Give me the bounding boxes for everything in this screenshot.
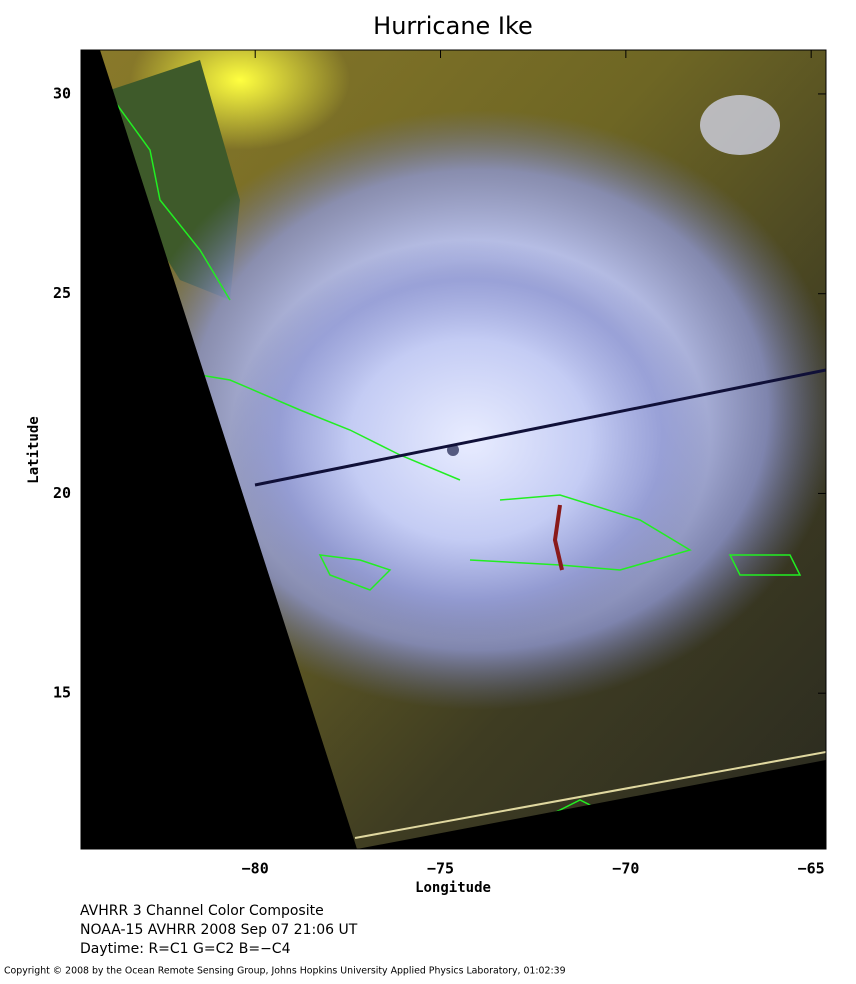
caption-line: AVHRR 3 Channel Color Composite [80,903,324,919]
caption-line: Daytime: R=C1 G=C2 B=−C4 [80,941,291,957]
title: Hurricane Ike [373,12,533,40]
axes: −80 −75 −70 −65 15 20 25 30 [53,50,826,878]
y-tick-label: 30 [53,84,71,102]
x-tick-label: −80 [242,860,269,878]
y-axis-label: Latitude [26,416,42,483]
x-tick-label: −75 [427,860,454,878]
x-tick-label: −65 [798,860,825,878]
y-tick-label: 20 [53,484,71,502]
x-axis-label: Longitude [415,880,491,896]
y-tick-label: 15 [53,684,71,702]
caption-line: NOAA-15 AVHRR 2008 Sep 07 21:06 UT [80,922,358,938]
copyright: Copyright © 2008 by the Ocean Remote Sen… [4,966,566,977]
x-tick-label: −70 [612,860,639,878]
y-tick-label: 25 [53,284,71,302]
satellite-image [81,50,826,849]
plot-frame [80,49,827,850]
